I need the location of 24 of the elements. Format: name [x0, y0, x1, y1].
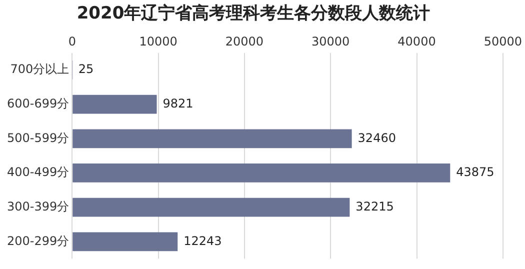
y-tick-label: 500-599分	[7, 130, 70, 145]
bar	[72, 94, 157, 114]
y-tick-label: 300-399分	[7, 199, 70, 214]
data-label: 32215	[356, 199, 394, 214]
bar	[72, 164, 450, 182]
data-label: 43875	[456, 165, 494, 180]
y-tick-label: 700分以上	[10, 62, 70, 76]
x-tick-label: 10000	[139, 34, 178, 49]
x-tick-label: 50000	[484, 34, 522, 49]
x-tick-label: 0	[68, 34, 76, 49]
x-tick-label: 40000	[398, 34, 436, 49]
x-tick-label: 20000	[225, 34, 264, 49]
data-label: 12243	[184, 234, 222, 248]
bar	[72, 232, 178, 252]
chart-title: 2020年辽宁省高考理科考生各分数段人数统计	[76, 4, 430, 24]
bar	[72, 129, 352, 148]
y-tick-label: 600-699分	[7, 96, 70, 110]
data-label: 32460	[358, 130, 396, 145]
bar	[72, 198, 350, 217]
x-tick-label: 30000	[312, 34, 350, 49]
y-tick-label: 400-499分	[7, 165, 70, 180]
data-label: 25	[78, 62, 94, 76]
data-label: 9821	[162, 96, 194, 110]
y-tick-label: 200-299分	[7, 234, 70, 248]
